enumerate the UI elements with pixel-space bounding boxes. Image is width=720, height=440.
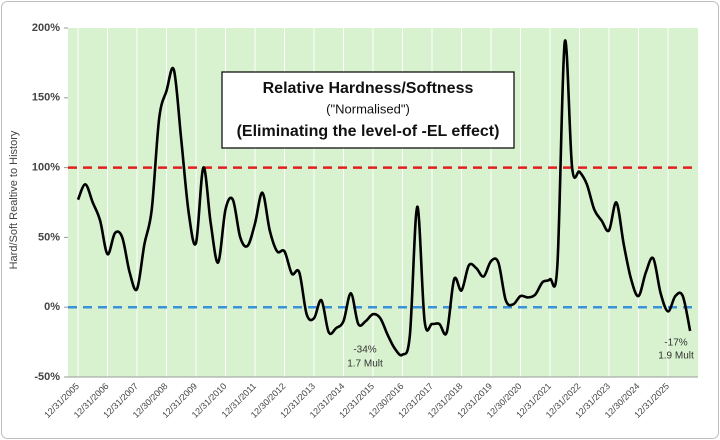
title-frame — [221, 71, 515, 149]
y-tick-label: -50% — [34, 371, 60, 383]
y-tick-label: 150% — [32, 92, 60, 104]
y-tick-label: 50% — [38, 231, 60, 243]
y-tick-label: 200% — [32, 22, 60, 34]
title-box: Relative Hardness/Softness ("Normalised"… — [221, 71, 515, 149]
chart-subtitle: ("Normalised") — [326, 101, 410, 116]
data-line — [76, 39, 692, 357]
chart-note: (Eliminating the level-of -EL effect) — [237, 123, 500, 140]
chart-title: Relative Hardness/Softness — [263, 80, 474, 97]
annotation: 1.7 Mult — [347, 359, 383, 370]
annotation: -34% — [353, 345, 376, 356]
annotation: 1.9 Mult — [658, 351, 694, 362]
y-axis-label: Hard/Soft Realtive to History — [8, 130, 20, 269]
y-tick-label: 0% — [44, 301, 60, 313]
annotation: -17% — [664, 338, 687, 349]
y-tick-label: 100% — [32, 162, 60, 174]
annotations: -34% 1.7 Mult -17% 1.9 Mult — [347, 338, 694, 370]
